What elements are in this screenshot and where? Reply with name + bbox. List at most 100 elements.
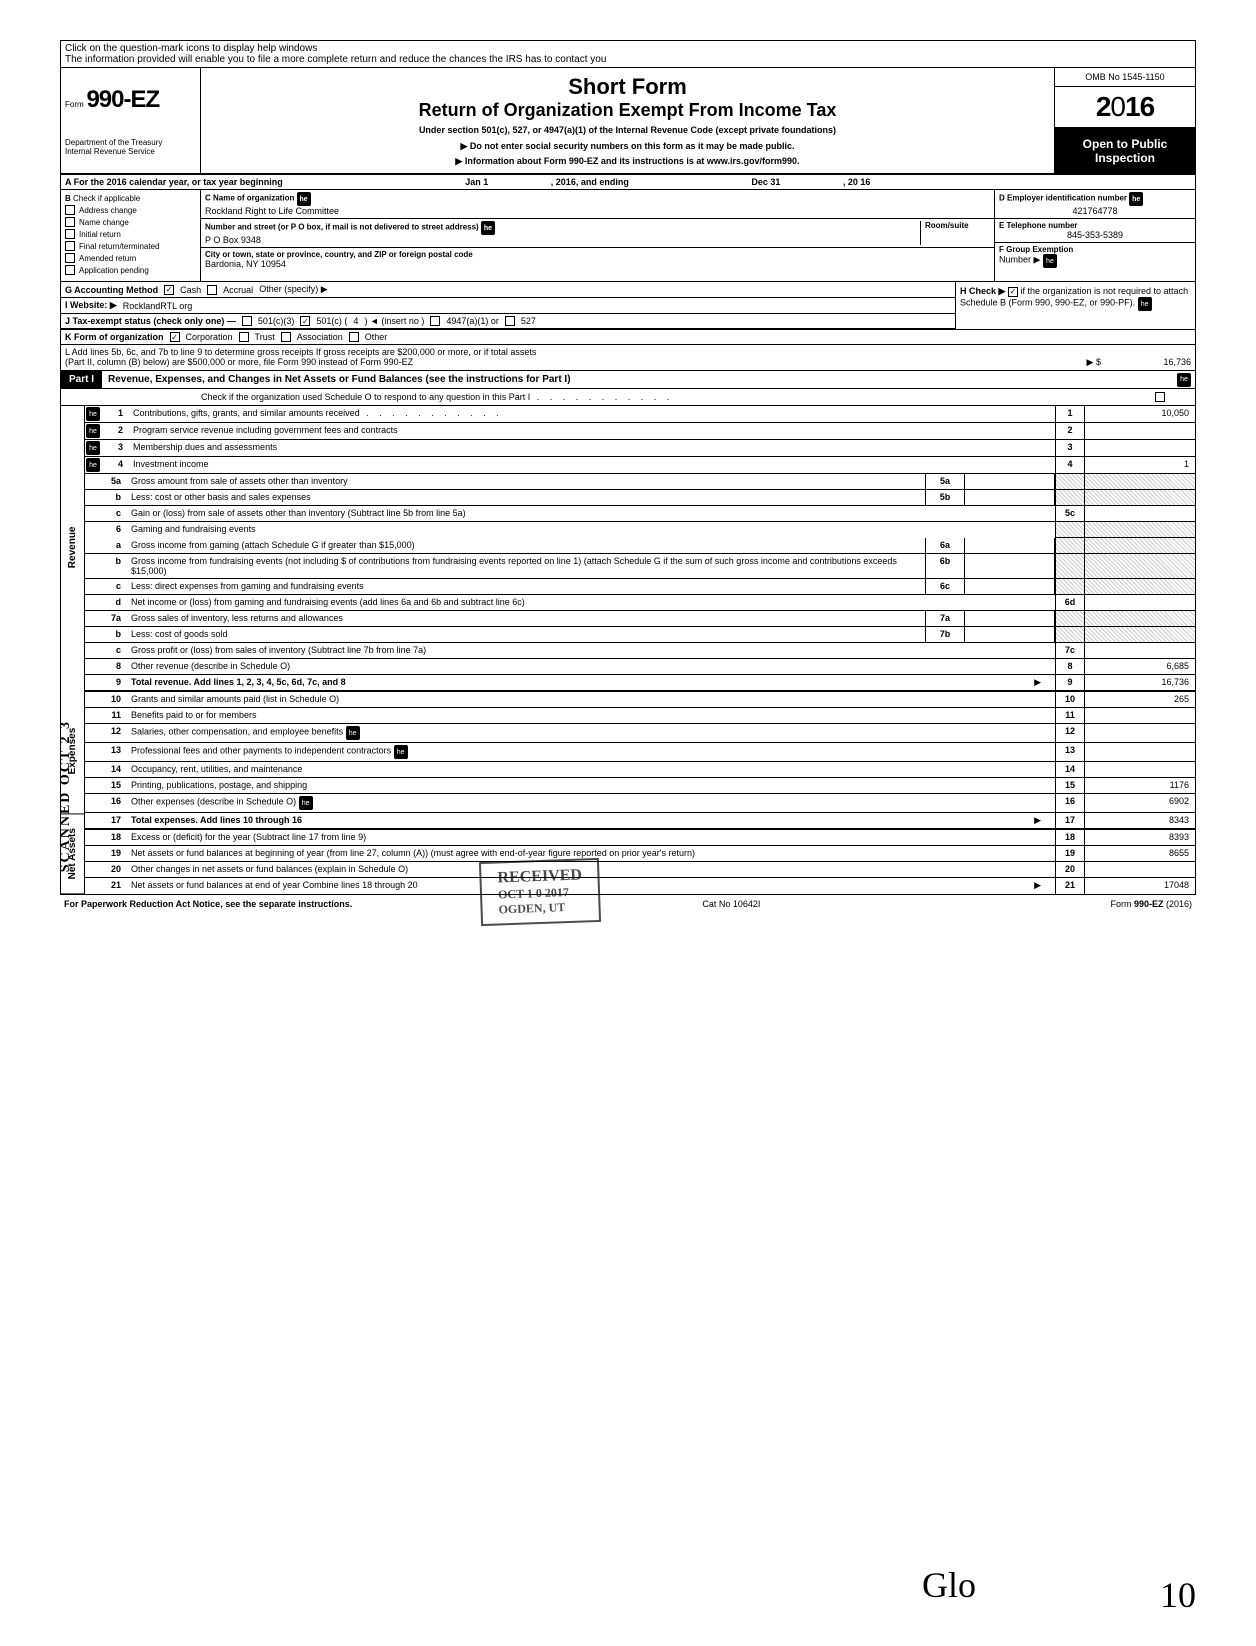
val-1: 10,050 (1085, 406, 1195, 422)
checkbox-initial[interactable] (65, 229, 75, 239)
line-6: 6 Gaming and fundraising events (85, 522, 1195, 538)
val-19: 8655 (1085, 846, 1195, 861)
column-b-checkboxes: B Check if applicable Address change Nam… (61, 190, 201, 281)
line-7b: b Less: cost of goods sold 7b (85, 627, 1195, 643)
rows-column: he 1 Contributions, gifts, grants, and s… (85, 406, 1195, 894)
footer-row: For Paperwork Reduction Act Notice, see … (60, 895, 1196, 913)
checkbox-amended[interactable] (65, 253, 75, 263)
l-amount: 16,736 (1163, 357, 1191, 367)
line-5b: b Less: cost or other basis and sales ex… (85, 490, 1195, 506)
footer-left: For Paperwork Reduction Act Notice, see … (64, 899, 352, 909)
val-16: 6902 (1085, 794, 1195, 812)
line-11: 11 Benefits paid to or for members 11 (85, 708, 1195, 724)
checkbox-h[interactable]: ✓ (1008, 287, 1018, 297)
help-icon[interactable]: he (86, 424, 100, 438)
org-name: Rockland Right to Life Committee (205, 206, 990, 216)
dept-irs: Internal Revenue Service (65, 147, 196, 156)
short-form-title: Short Form (207, 74, 1048, 100)
help-icon[interactable]: he (394, 745, 408, 759)
checkbox-trust[interactable] (239, 332, 249, 342)
line-5c: c Gain or (loss) from sale of assets oth… (85, 506, 1195, 522)
checkbox-other[interactable] (349, 332, 359, 342)
ein: 421764778 (999, 206, 1191, 216)
line-i: I Website: ▶ RocklandRTL org (61, 298, 955, 314)
checkbox-4947[interactable] (430, 316, 440, 326)
help-icon[interactable]: he (86, 441, 100, 455)
title-cell: Short Form Return of Organization Exempt… (201, 68, 1055, 173)
inspection: Inspection (1059, 151, 1191, 165)
check-schedule-o: Check if the organization used Schedule … (61, 389, 1195, 406)
dept-treasury: Department of the Treasury (65, 138, 196, 147)
line-4: he 4 Investment income 4 1 (85, 457, 1195, 474)
inspection-box: Open to Public Inspection (1055, 128, 1195, 173)
checkbox-accrual[interactable] (207, 285, 217, 295)
help-icon[interactable]: he (1138, 297, 1152, 311)
line-3: he 3 Membership dues and assessments 3 (85, 440, 1195, 457)
section-b-to-f: B Check if applicable Address change Nam… (61, 190, 1195, 282)
checkbox-501c[interactable]: ✓ (300, 316, 310, 326)
help-icon[interactable]: he (1129, 192, 1143, 206)
side-revenue: Revenue (61, 406, 84, 688)
line-h: H Check ▶ ✓ if the organization is not r… (955, 282, 1195, 329)
help-icon[interactable]: he (86, 458, 100, 472)
help-icon[interactable]: he (299, 796, 313, 810)
line-j: J Tax-exempt status (check only one) — 5… (61, 314, 955, 329)
help-line1: Click on the question-mark icons to disp… (65, 43, 1191, 54)
line-17: 17 Total expenses. Add lines 10 through … (85, 813, 1195, 830)
line-10: 10 Grants and similar amounts paid (list… (85, 692, 1195, 708)
line-13: 13 Professional fees and other payments … (85, 743, 1195, 762)
help-icon[interactable]: he (1177, 373, 1191, 387)
line-19: 19 Net assets or fund balances at beginn… (85, 846, 1195, 862)
form-prefix: Form (65, 100, 84, 109)
line-a: A For the 2016 calendar year, or tax yea… (61, 175, 1195, 190)
tax-year: 20201616 (1055, 87, 1195, 128)
org-street: P O Box 9348 (205, 235, 920, 245)
checkbox-schedule-o[interactable] (1155, 392, 1165, 402)
help-icon[interactable]: he (297, 192, 311, 206)
line-18: 18 Excess or (deficit) for the year (Sub… (85, 830, 1195, 846)
line-g: G Accounting Method ✓Cash Accrual Other … (61, 282, 955, 298)
line-7c: c Gross profit or (loss) from sales of i… (85, 643, 1195, 659)
checkbox-501c3[interactable] (242, 316, 252, 326)
checkbox-527[interactable] (505, 316, 515, 326)
return-title: Return of Organization Exempt From Incom… (207, 100, 1048, 121)
line-l: L Add lines 5b, 6c, and 7b to line 9 to … (61, 345, 1195, 371)
handwritten-initials: Glo (922, 1564, 976, 1606)
help-icon[interactable]: he (481, 221, 495, 235)
part-i-title: Revenue, Expenses, and Changes in Net As… (102, 371, 1177, 388)
form-990ez-container: Click on the question-mark icons to disp… (60, 40, 1196, 895)
line-21: 21 Net assets or fund balances at end of… (85, 878, 1195, 894)
line-9: 9 Total revenue. Add lines 1, 2, 3, 4, 5… (85, 675, 1195, 692)
line-2: he 2 Program service revenue including g… (85, 423, 1195, 440)
no-ssn-text: ▶ Do not enter social security numbers o… (207, 141, 1048, 152)
line-7a: 7a Gross sales of inventory, less return… (85, 611, 1195, 627)
right-header-cell: OMB No 1545-1150 20201616 Open to Public… (1055, 68, 1195, 173)
line-k: K Form of organization ✓Corporation Trus… (61, 330, 1195, 345)
val-15: 1176 (1085, 778, 1195, 793)
val-9: 16,736 (1085, 675, 1195, 690)
line-14: 14 Occupancy, rent, utilities, and maint… (85, 762, 1195, 778)
scanned-stamp: SCANNED OCT 2 3 (58, 720, 74, 872)
column-c-org-info: C Name of organization he Rockland Right… (201, 190, 995, 281)
checkbox-name[interactable] (65, 217, 75, 227)
help-text-block: Click on the question-mark icons to disp… (61, 41, 1195, 68)
val-10: 265 (1085, 692, 1195, 707)
val-8: 6,685 (1085, 659, 1195, 674)
checkbox-assoc[interactable] (281, 332, 291, 342)
form-number: 990-EZ (86, 86, 159, 113)
val-17: 8343 (1085, 813, 1195, 828)
checkbox-pending[interactable] (65, 265, 75, 275)
checkbox-final[interactable] (65, 241, 75, 251)
checkbox-corp[interactable]: ✓ (170, 332, 180, 342)
help-icon[interactable]: he (346, 726, 360, 740)
part-i-table: Revenue Expenses Net Assets he 1 Contrib… (61, 406, 1195, 894)
open-public: Open to Public (1059, 137, 1191, 151)
omb-number: OMB No 1545-1150 (1055, 68, 1195, 87)
part-i-label: Part I (61, 371, 102, 388)
line-8: 8 Other revenue (describe in Schedule O)… (85, 659, 1195, 675)
checkbox-address[interactable] (65, 205, 75, 215)
help-icon[interactable]: he (86, 407, 100, 421)
help-icon[interactable]: he (1043, 254, 1057, 268)
checkbox-cash[interactable]: ✓ (164, 285, 174, 295)
line-16: 16 Other expenses (describe in Schedule … (85, 794, 1195, 813)
